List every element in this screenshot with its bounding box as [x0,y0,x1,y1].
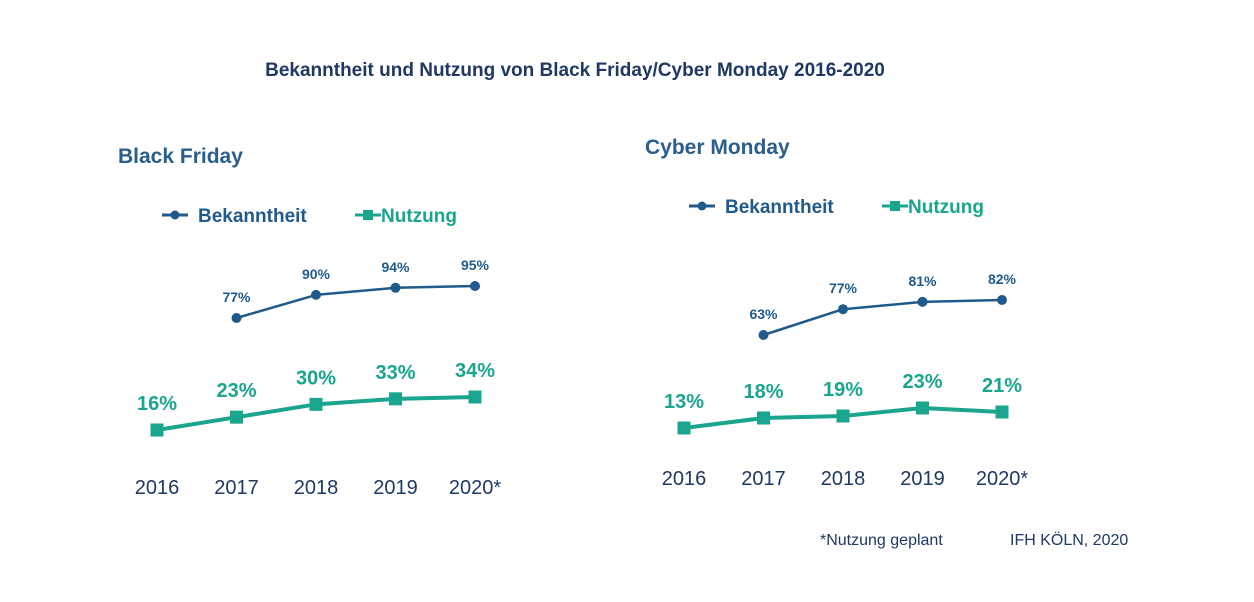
cyber-monday-nutzung-data-label-0: 13% [664,391,704,413]
black-friday-x-tick-label-2: 2018 [294,477,339,499]
black-friday-nutzung-point-0 [150,423,164,437]
cyber-monday-x-tick-label-2: 2018 [821,468,866,490]
cyber-monday-chart-title: Cyber Monday [645,136,790,159]
source-note: IFH KÖLN, 2020 [1010,532,1129,549]
cyber-monday-x-tick-label-1: 2017 [741,468,786,490]
cyber-monday-nutzung-point-0 [677,421,691,435]
black-friday-nutzung-data-label-0: 16% [137,393,177,415]
black-friday-x-tick-label-0: 2016 [135,477,180,499]
cyber-monday-bekanntheit-data-label-3: 81% [908,273,937,289]
cyber-monday-nutzung-data-label-1: 18% [743,381,783,403]
black-friday-bekanntheit-point-2 [311,289,321,300]
black-friday-x-tick-label-3: 2019 [373,477,418,499]
black-friday-bekanntheit-point-1 [231,313,242,323]
black-friday-nutzung-data-label-3: 33% [375,362,415,384]
cyber-monday-nutzung-data-label-2: 19% [823,379,863,401]
black-friday-legend-nutzung-label: Nutzung [381,206,457,227]
cyber-monday-bekanntheit-data-label-1: 63% [749,306,778,322]
cyber-monday-bekanntheit-point-2 [838,304,848,315]
cyber-monday-nutzung-point-4 [995,405,1009,419]
black-friday-nutzung-data-label-2: 30% [296,367,336,389]
cyber-monday-bekanntheit-line [763,298,1003,337]
cyber-monday-bekanntheit-data-label-4: 82% [988,271,1017,287]
cyber-monday-bekanntheit-data-label-2: 77% [829,280,858,296]
black-friday-nutzung-data-label-1: 23% [216,380,256,402]
cyber-monday-bekanntheit-point-3 [917,296,928,307]
black-friday-bekanntheit-data-label-4: 95% [461,257,490,273]
black-friday-legend-bekanntheit-label: Bekanntheit [198,206,307,227]
black-friday-nutzung-point-2 [309,397,323,411]
cyber-monday-nutzung-data-label-4: 21% [982,375,1022,397]
black-friday-chart-title: Black Friday [118,145,243,168]
page-title: Bekanntheit und Nutzung von Black Friday… [265,60,885,81]
footnote: *Nutzung geplant [820,532,943,549]
cyber-monday-legend-nutzung-marker [890,201,900,211]
cyber-monday-bekanntheit-point-4 [997,295,1007,305]
black-friday-nutzung-data-label-4: 34% [455,360,495,382]
cyber-monday-nutzung-point-2 [836,409,850,423]
cyber-monday-legend-bekanntheit-marker [697,201,707,211]
black-friday-nutzung-point-1 [230,410,243,424]
cyber-monday-nutzung-data-label-3: 23% [902,371,942,393]
black-friday-bekanntheit-line [236,284,476,320]
black-friday-x-tick-label-1: 2017 [214,477,259,499]
cyber-monday-legend-bekanntheit-label: Bekanntheit [725,197,834,218]
black-friday-legend-bekanntheit-marker [170,210,180,220]
cyber-monday-x-tick-label-4: 2020* [976,468,1028,490]
cyber-monday-x-tick-label-0: 2016 [662,468,707,490]
black-friday-bekanntheit-data-label-3: 94% [381,259,410,275]
black-friday-bekanntheit-point-3 [390,282,401,293]
black-friday-legend-nutzung-marker [363,210,373,220]
cyber-monday-bekanntheit-point-1 [758,330,769,340]
cyber-monday-nutzung-point-3 [916,401,929,415]
black-friday-nutzung-point-3 [389,392,402,406]
black-friday-x-tick-label-4: 2020* [449,477,501,499]
black-friday-bekanntheit-data-label-1: 77% [222,289,251,305]
cyber-monday-nutzung-point-1 [757,411,770,425]
black-friday-bekanntheit-data-label-2: 90% [302,266,331,282]
black-friday-bekanntheit-point-4 [470,281,480,291]
cyber-monday-x-tick-label-3: 2019 [900,468,945,490]
cyber-monday-legend-nutzung-label: Nutzung [908,197,984,218]
black-friday-nutzung-point-4 [468,390,482,404]
